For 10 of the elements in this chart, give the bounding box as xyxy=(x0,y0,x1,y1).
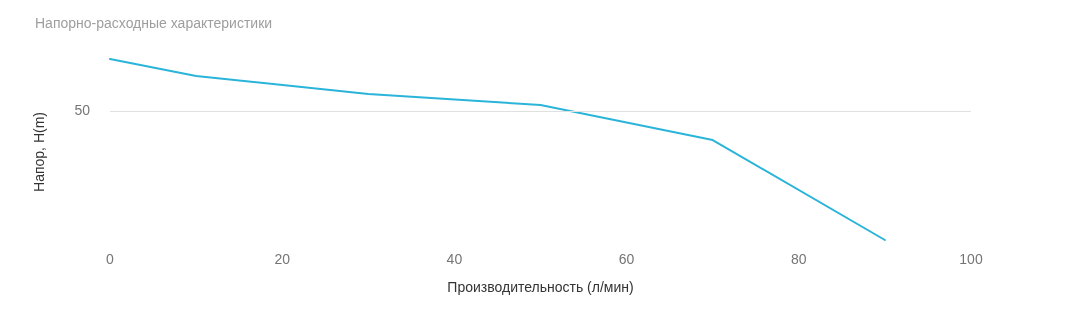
x-tick-label: 20 xyxy=(274,251,291,267)
text: 50 xyxy=(74,101,91,118)
x-tick-label: 0 xyxy=(106,251,115,267)
x-axis-title: Производительность (л/мин) xyxy=(447,279,634,295)
x-tick-label: 60 xyxy=(618,251,635,267)
x-tick-label: 40 xyxy=(446,251,463,267)
y-axis-title: Напор, H(m) xyxy=(31,111,47,192)
x-tick-label: 80 xyxy=(791,251,807,267)
x-tick-label: 100 xyxy=(959,251,983,267)
chart-title: Напорно-расходные характеристики xyxy=(35,15,273,31)
